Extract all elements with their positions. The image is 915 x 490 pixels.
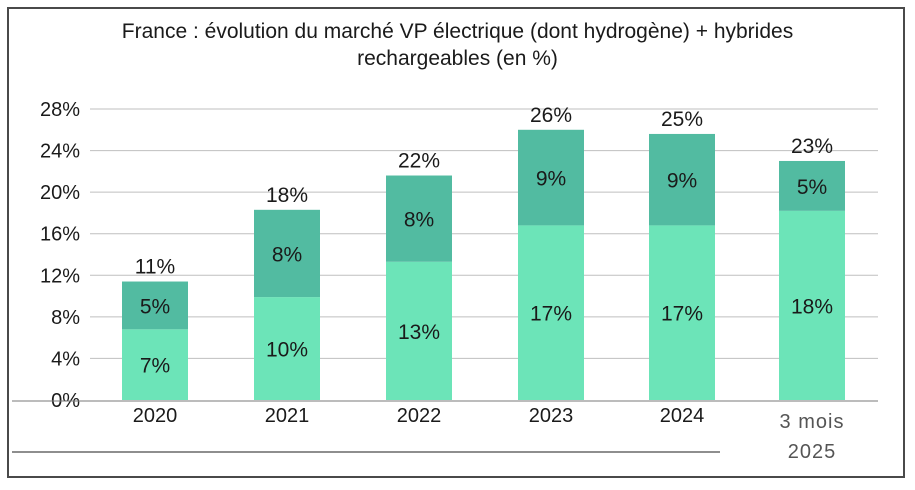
chart-title-line-2: rechargeables (en %) (357, 47, 558, 70)
y-tick-label: 20% (40, 182, 80, 204)
y-tick-label: 12% (40, 265, 80, 287)
y-tick-label: 8% (51, 307, 80, 329)
total-label: 22% (398, 150, 440, 173)
data-label: 10% (266, 339, 308, 362)
total-label: 11% (135, 256, 175, 279)
y-tick-label: 24% (40, 141, 80, 163)
bar-segment (518, 129, 584, 226)
x-tick-label: 2024 (660, 405, 705, 427)
bar-segment (254, 209, 320, 298)
chart-title-line-1: France : évolution du marché VP électriq… (121, 20, 794, 43)
bar-segment (779, 210, 845, 400)
total-label: 18% (266, 184, 308, 207)
x-tick-label: 2025 (788, 441, 837, 463)
bar-segment (122, 281, 188, 330)
x-tick-label: 3 mois (780, 411, 845, 433)
x-tick-label: 2023 (529, 405, 574, 427)
bar-segment (386, 261, 452, 400)
data-label: 17% (530, 303, 572, 326)
y-tick-label: 16% (40, 224, 80, 246)
x-tick-label: 2021 (265, 405, 310, 427)
y-tick-label: 4% (51, 348, 80, 370)
data-label: 5% (140, 295, 170, 318)
data-label: 8% (272, 243, 302, 266)
data-label: 5% (797, 176, 827, 199)
data-label: 17% (661, 303, 703, 326)
total-label: 26% (530, 104, 572, 127)
total-label: 25% (661, 108, 703, 131)
data-label: 18% (791, 295, 833, 318)
bar-segment (779, 160, 845, 211)
x-tick-label: 2020 (133, 405, 178, 427)
bar-segment (122, 329, 188, 400)
total-label: 23% (791, 135, 833, 158)
chart-title: France : évolution du marché VP électriq… (0, 18, 915, 72)
bar-segment (518, 225, 584, 400)
bar-segment (649, 225, 715, 400)
x-tick-label: 2022 (397, 405, 442, 427)
data-label: 8% (404, 209, 434, 232)
data-label: 9% (667, 170, 697, 193)
data-label: 9% (536, 168, 566, 191)
bar-segment (649, 133, 715, 226)
data-label: 13% (398, 321, 440, 344)
y-tick-label: 28% (40, 99, 80, 121)
bar-segment (386, 175, 452, 262)
data-label: 7% (140, 355, 170, 378)
bar-segment (254, 297, 320, 400)
